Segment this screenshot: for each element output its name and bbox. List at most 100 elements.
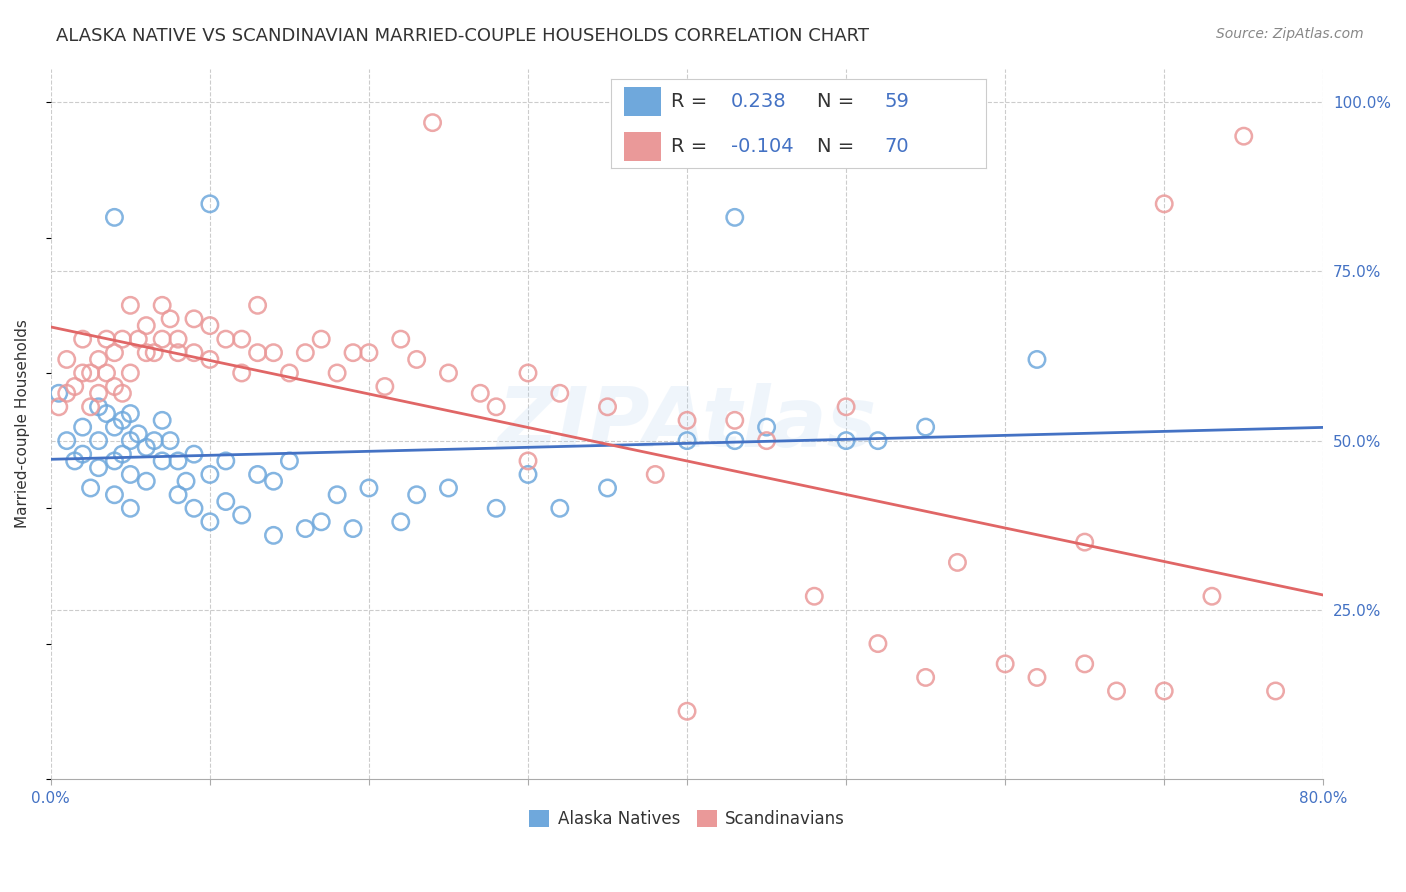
Point: [263, 474, 285, 488]
Point: [48, 386, 70, 401]
Point: [120, 434, 142, 448]
Point: [405, 488, 427, 502]
Point: [120, 467, 142, 482]
Point: [644, 467, 666, 482]
Point: [724, 413, 747, 427]
Point: [596, 481, 619, 495]
Point: [548, 501, 571, 516]
Point: [596, 400, 619, 414]
Point: [437, 481, 460, 495]
Point: [72, 366, 94, 380]
Point: [1233, 129, 1256, 144]
Point: [517, 467, 540, 482]
Point: [96, 366, 118, 380]
Point: [1073, 535, 1095, 549]
Point: [1264, 684, 1286, 698]
Point: [167, 454, 190, 468]
Point: [215, 454, 238, 468]
Point: [96, 332, 118, 346]
Point: [63, 379, 86, 393]
Point: [246, 467, 269, 482]
Point: [72, 332, 94, 346]
Point: [55, 386, 77, 401]
Point: [87, 400, 110, 414]
Point: [111, 447, 134, 461]
Point: [326, 488, 349, 502]
Point: [294, 522, 316, 536]
Point: [167, 332, 190, 346]
Point: [357, 345, 380, 359]
Point: [309, 515, 332, 529]
Point: [994, 657, 1017, 671]
Point: [231, 508, 253, 522]
Point: [470, 386, 492, 401]
Y-axis label: Married-couple Households: Married-couple Households: [15, 319, 30, 528]
Point: [150, 298, 173, 312]
Point: [914, 670, 936, 684]
Point: [55, 434, 77, 448]
Point: [150, 332, 173, 346]
Point: [174, 474, 197, 488]
Point: [676, 413, 699, 427]
Point: [111, 386, 134, 401]
Text: ZIPAtlas: ZIPAtlas: [498, 384, 877, 464]
Point: [755, 420, 778, 434]
Point: [866, 434, 889, 448]
Point: [87, 352, 110, 367]
Point: [389, 515, 412, 529]
Point: [835, 434, 858, 448]
Point: [150, 454, 173, 468]
Point: [946, 556, 969, 570]
Point: [111, 413, 134, 427]
Point: [278, 454, 301, 468]
Point: [326, 366, 349, 380]
Point: [103, 211, 125, 225]
Point: [87, 386, 110, 401]
Point: [127, 426, 149, 441]
Point: [183, 447, 205, 461]
Point: [1153, 197, 1175, 211]
Point: [87, 460, 110, 475]
Point: [246, 298, 269, 312]
Point: [246, 345, 269, 359]
Point: [389, 332, 412, 346]
Point: [835, 400, 858, 414]
Point: [120, 298, 142, 312]
Point: [159, 311, 181, 326]
Point: [143, 345, 166, 359]
Point: [111, 332, 134, 346]
Point: [215, 494, 238, 508]
Point: [103, 345, 125, 359]
Point: [150, 413, 173, 427]
Point: [231, 366, 253, 380]
Point: [517, 454, 540, 468]
Point: [278, 366, 301, 380]
Point: [294, 345, 316, 359]
Point: [342, 522, 364, 536]
Point: [342, 345, 364, 359]
Legend: Alaska Natives, Scandinavians: Alaska Natives, Scandinavians: [523, 803, 852, 835]
Point: [63, 454, 86, 468]
Point: [263, 345, 285, 359]
Point: [120, 366, 142, 380]
Point: [548, 386, 571, 401]
Point: [914, 420, 936, 434]
Point: [1026, 670, 1049, 684]
Point: [103, 379, 125, 393]
Point: [374, 379, 396, 393]
Point: [803, 589, 825, 603]
Point: [79, 366, 101, 380]
Point: [422, 115, 444, 129]
Point: [48, 400, 70, 414]
Point: [79, 400, 101, 414]
Point: [263, 528, 285, 542]
Point: [1073, 657, 1095, 671]
Point: [183, 501, 205, 516]
Point: [755, 434, 778, 448]
Point: [198, 467, 221, 482]
Point: [167, 488, 190, 502]
Point: [198, 515, 221, 529]
Point: [72, 420, 94, 434]
Point: [198, 352, 221, 367]
Point: [135, 345, 157, 359]
